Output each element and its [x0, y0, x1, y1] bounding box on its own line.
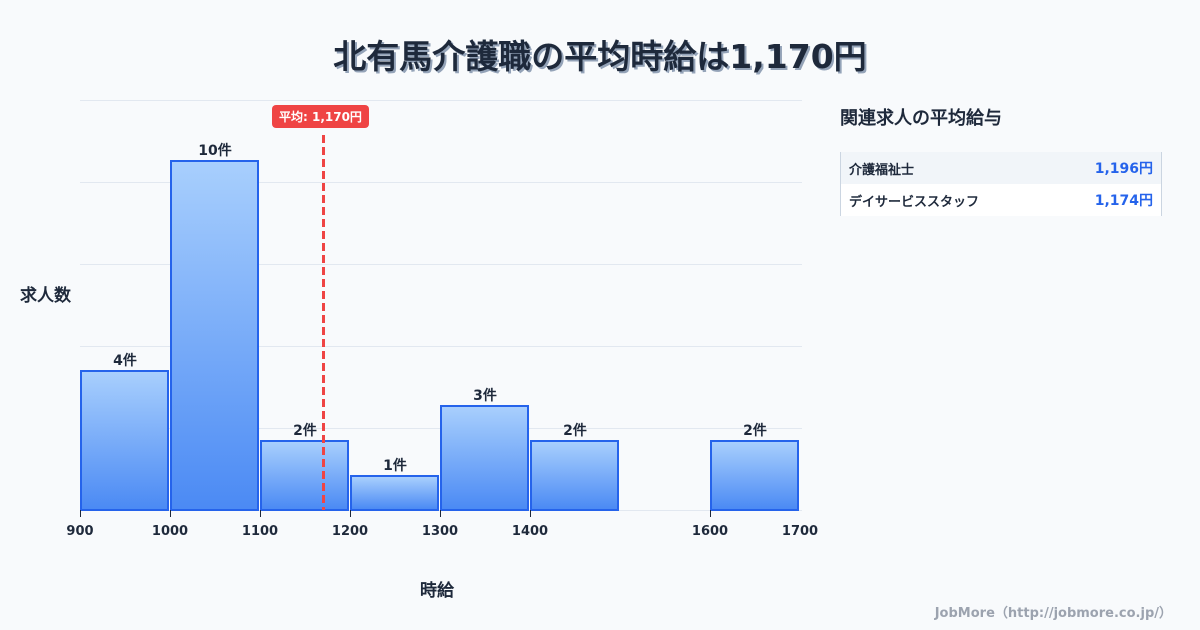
bar-count-label: 2件	[293, 423, 317, 439]
histogram-bar[interactable]	[530, 440, 619, 511]
bar-count-label: 2件	[743, 423, 767, 439]
bar-count-label: 4件	[113, 353, 137, 369]
gridline	[80, 264, 802, 265]
related-jobs-panel: 関連求人の平均給与 介護福祉士 1,196円 デイサービススタッフ 1,174円	[840, 100, 1162, 216]
histogram-bar[interactable]	[440, 405, 529, 511]
related-job-name: 介護福祉士	[849, 162, 915, 178]
x-tick-label: 1600	[691, 524, 729, 539]
footer-credit: JobMore（http://jobmore.co.jp/）	[934, 606, 1172, 621]
bar-count-label: 3件	[473, 388, 497, 404]
bar-count-label: 10件	[198, 143, 232, 159]
related-jobs-list: 介護福祉士 1,196円 デイサービススタッフ 1,174円	[840, 152, 1162, 216]
x-axis-title: 時給	[420, 581, 454, 601]
x-tick	[710, 510, 711, 517]
bar-count-label: 1件	[383, 458, 407, 474]
histogram-bar[interactable]	[350, 475, 439, 511]
histogram-bar[interactable]	[170, 160, 259, 511]
x-tick	[440, 510, 441, 517]
average-badge: 平均: 1,170円	[272, 105, 369, 128]
y-axis-title: 求人数	[20, 286, 71, 306]
gridline	[80, 346, 802, 347]
x-tick-label: 1100	[241, 524, 279, 539]
x-tick-label: 1700	[781, 524, 819, 539]
x-tick-label: 1200	[331, 524, 369, 539]
bar-count-label: 2件	[563, 423, 587, 439]
histogram-chart: 求人数 4件 10件 2件 1件 3件 2件 2件 平均: 1,170円 900…	[20, 100, 819, 601]
related-job-wage: 1,196円	[1094, 161, 1153, 177]
page-title: 北有馬介護職の平均時給は1,170円	[333, 37, 867, 76]
x-tick	[80, 510, 81, 517]
x-tick	[170, 510, 171, 517]
x-tick-label: 1300	[421, 524, 459, 539]
gridline	[80, 100, 802, 101]
x-tick-label: 900	[66, 524, 94, 539]
histogram-bar[interactable]	[80, 370, 169, 511]
x-tick	[260, 510, 261, 517]
related-jobs-title: 関連求人の平均給与	[840, 108, 1002, 129]
x-tick-label: 1400	[511, 524, 549, 539]
related-job-wage: 1,174円	[1094, 193, 1153, 209]
x-tick	[350, 510, 351, 517]
x-tick-label: 1000	[151, 524, 189, 539]
related-job-row[interactable]: 介護福祉士 1,196円	[841, 152, 1161, 184]
related-job-row[interactable]: デイサービススタッフ 1,174円	[841, 184, 1161, 216]
histogram-bar[interactable]	[710, 440, 799, 511]
average-line	[322, 135, 325, 510]
related-job-name: デイサービススタッフ	[849, 194, 980, 210]
x-tick	[530, 510, 531, 517]
histogram-bar[interactable]	[260, 440, 349, 511]
gridline	[80, 182, 802, 183]
